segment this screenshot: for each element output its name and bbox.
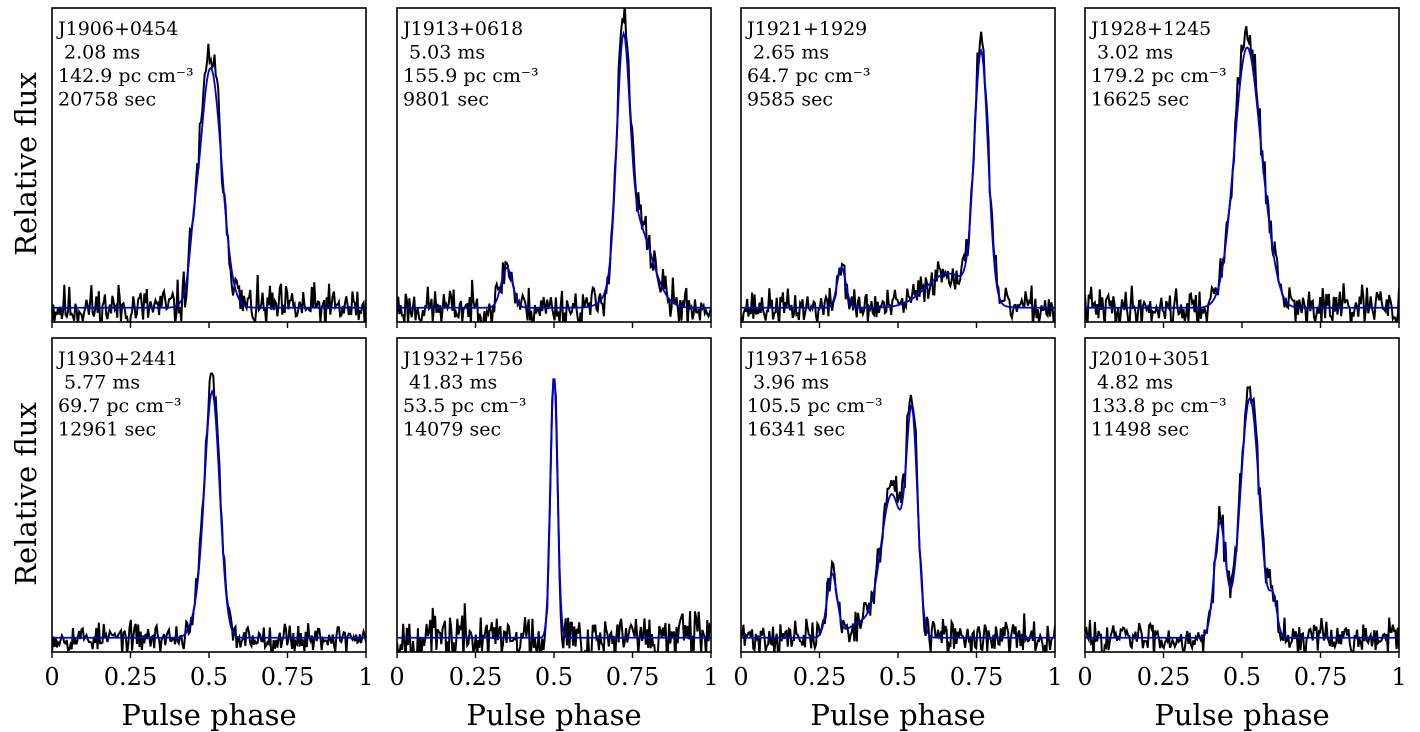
model-profile-line: [741, 48, 1055, 309]
x-tick-label: 0.75: [261, 663, 314, 691]
panel-annotation-line: 64.7 pc cm⁻³: [747, 65, 871, 87]
x-tick-label: 0: [1077, 663, 1092, 691]
panel-annotation-line: 133.8 pc cm⁻³: [1091, 395, 1227, 417]
x-tick-label: 1: [703, 663, 718, 691]
x-tick-label: 0.25: [104, 663, 157, 691]
panel-annotation-line: 9585 sec: [747, 89, 833, 111]
x-tick-label: 0: [389, 663, 404, 691]
x-tick-label: 0.25: [449, 663, 502, 691]
model-profile-line: [52, 388, 366, 639]
model-profile-line: [1085, 396, 1399, 639]
ylabel-row-1: Relative flux: [9, 72, 43, 256]
panel-annotation-line: 3.02 ms: [1091, 42, 1173, 64]
panel-annotation-line: 3.96 ms: [747, 372, 829, 394]
panel-annotation-line: 41.83 ms: [403, 372, 497, 394]
model-profile-line: [397, 30, 711, 309]
panel-annotation-line: 5.03 ms: [403, 42, 485, 64]
x-tick-label: 0: [733, 663, 748, 691]
x-tick-label: 1: [358, 663, 373, 691]
ylabel-row-2: Relative flux: [9, 402, 43, 586]
panel-annotation-line: J1932+1756: [401, 348, 523, 370]
data-profile-line: [52, 372, 366, 652]
data-profile-line: [52, 43, 366, 322]
panel-annotation-line: J1921+1929: [745, 18, 867, 40]
panel-annotation-line: 2.08 ms: [58, 42, 140, 64]
x-axis-label: Pulse phase: [466, 698, 641, 732]
x-axis-label: Pulse phase: [1154, 698, 1329, 732]
panel-annotation-line: 12961 sec: [58, 419, 156, 441]
panel-annotation-line: J1913+0618: [401, 18, 523, 40]
panel-annotation-line: 179.2 pc cm⁻³: [1091, 65, 1227, 87]
panel-annotation-line: 9801 sec: [403, 89, 489, 111]
panel-annotation-line: 20758 sec: [58, 89, 156, 111]
panel-annotation-line: J1928+1245: [1089, 18, 1211, 40]
data-profile-line: [741, 394, 1055, 652]
x-tick-label: 0.25: [793, 663, 846, 691]
model-profile-line: [52, 66, 366, 309]
panel-annotation-line: 105.5 pc cm⁻³: [747, 395, 883, 417]
panel-annotation-line: 11498 sec: [1091, 419, 1189, 441]
panel-annotation-line: 69.7 pc cm⁻³: [58, 395, 182, 417]
x-tick-label: 0.75: [950, 663, 1003, 691]
panel-annotation-line: J2010+3051: [1089, 348, 1211, 370]
data-profile-line: [741, 31, 1055, 322]
x-tick-label: 0.75: [606, 663, 659, 691]
x-tick-label: 0.5: [535, 663, 573, 691]
x-tick-label: 0.5: [190, 663, 228, 691]
x-axis-label: Pulse phase: [810, 698, 985, 732]
data-profile-line: [397, 8, 711, 322]
panel-annotation-line: 16341 sec: [747, 419, 845, 441]
model-profile-line: [741, 404, 1055, 639]
model-profile-line: [397, 378, 711, 639]
x-tick-label: 1: [1391, 663, 1406, 691]
panel-annotation-line: J1937+1658: [745, 348, 867, 370]
x-tick-label: 0: [44, 663, 59, 691]
panel-annotation-line: 2.65 ms: [747, 42, 829, 64]
panel-annotation-line: J1930+2441: [56, 348, 178, 370]
x-axis-label: Pulse phase: [121, 698, 296, 732]
panel-annotation-line: 53.5 pc cm⁻³: [403, 395, 527, 417]
panel-annotation-line: 4.82 ms: [1091, 372, 1173, 394]
panel-annotation-line: 142.9 pc cm⁻³: [58, 65, 194, 87]
x-tick-label: 0.5: [879, 663, 917, 691]
panel-annotation-line: 14079 sec: [403, 419, 501, 441]
panel-annotation-line: J1906+0454: [56, 18, 178, 40]
x-tick-label: 1: [1047, 663, 1062, 691]
model-profile-line: [1085, 46, 1399, 309]
x-tick-label: 0.5: [1223, 663, 1261, 691]
panel-annotation-line: 155.9 pc cm⁻³: [403, 65, 539, 87]
panel-annotation-line: 16625 sec: [1091, 89, 1189, 111]
x-tick-label: 0.25: [1137, 663, 1190, 691]
data-profile-line: [1085, 25, 1399, 322]
panel-annotation-line: 5.77 ms: [58, 372, 140, 394]
x-tick-label: 0.75: [1294, 663, 1347, 691]
